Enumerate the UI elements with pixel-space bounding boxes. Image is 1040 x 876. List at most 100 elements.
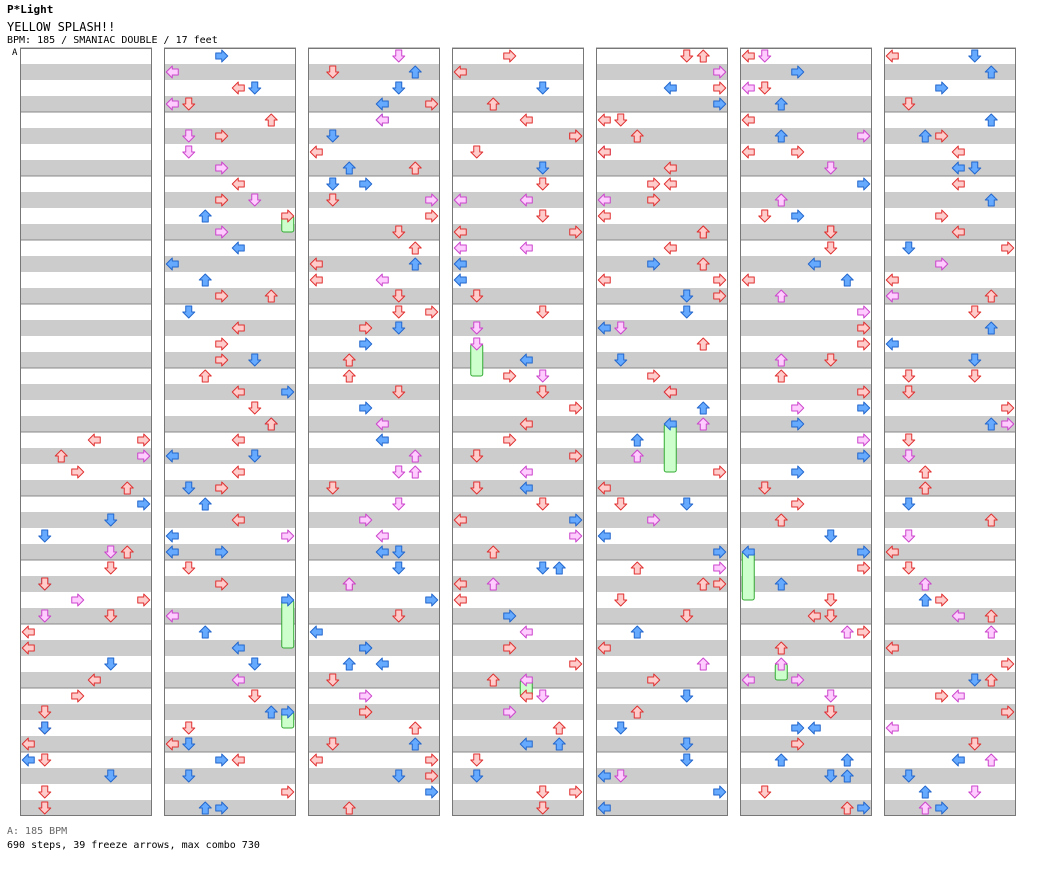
step-arrow-right (137, 433, 151, 447)
step-arrow-up (984, 417, 998, 431)
step-arrow-right (215, 161, 229, 175)
step-arrow-up (264, 289, 278, 303)
beat-stripe (884, 336, 1016, 352)
beat-stripe (164, 464, 296, 480)
step-arrow-up (774, 129, 788, 143)
beat-stripe (452, 800, 584, 816)
step-arrow-up (408, 241, 422, 255)
beat-stripe (164, 176, 296, 192)
beat-stripe (452, 384, 584, 400)
column-border (20, 48, 152, 816)
beat-stripe (596, 672, 728, 688)
step-arrow-down (824, 689, 838, 703)
step-arrow-down (536, 369, 550, 383)
beat-stripe (452, 336, 584, 352)
step-arrow-right (857, 449, 871, 463)
step-arrow-up (696, 49, 710, 63)
beat-stripe (164, 64, 296, 80)
step-arrow-left (807, 257, 821, 271)
step-arrow-down (38, 753, 52, 767)
step-arrow-left (885, 545, 899, 559)
step-arrow-right (359, 401, 373, 415)
step-arrow-right (935, 801, 949, 815)
step-arrow-left (519, 113, 533, 127)
step-arrow-down (104, 545, 118, 559)
step-arrow-left (597, 273, 611, 287)
beat-stripe (596, 320, 728, 336)
step-arrow-down (968, 369, 982, 383)
step-arrow-down (968, 737, 982, 751)
beat-stripe (20, 352, 152, 368)
step-arrow-down (536, 177, 550, 191)
step-arrow-right (569, 785, 583, 799)
step-arrow-right (647, 257, 661, 271)
step-arrow-left (663, 161, 677, 175)
beat-stripe (452, 752, 584, 768)
beat-stripe (884, 608, 1016, 624)
step-arrow-up (630, 561, 644, 575)
beat-stripe (308, 720, 440, 736)
step-arrow-down (614, 593, 628, 607)
beat-stripe (452, 64, 584, 80)
step-arrow-right (713, 65, 727, 79)
beat-stripe (452, 704, 584, 720)
beat-stripe (596, 640, 728, 656)
chart-column-1 (20, 47, 152, 816)
beat-stripe (596, 160, 728, 176)
step-arrow-up (630, 625, 644, 639)
step-arrow-down (182, 721, 196, 735)
beat-stripe (884, 192, 1016, 208)
step-arrow-right (569, 449, 583, 463)
beat-stripe (884, 64, 1016, 80)
beat-stripe (164, 384, 296, 400)
beat-stripe (596, 272, 728, 288)
step-arrow-down (758, 209, 772, 223)
step-arrow-left (597, 641, 611, 655)
step-arrow-up (408, 161, 422, 175)
step-arrow-right (503, 49, 517, 63)
beat-stripe (20, 416, 152, 432)
step-arrow-up (342, 369, 356, 383)
step-arrow-up (774, 289, 788, 303)
step-arrow-up (408, 449, 422, 463)
beat-stripe (308, 272, 440, 288)
beat-stripe (20, 544, 152, 560)
step-arrow-right (1001, 417, 1015, 431)
step-arrow-left (741, 673, 755, 687)
step-arrow-down (392, 225, 406, 239)
step-arrow-left (231, 753, 245, 767)
step-arrow-right (215, 49, 229, 63)
beat-stripe (740, 448, 872, 464)
beat-stripe (596, 144, 728, 160)
beat-stripe (884, 112, 1016, 128)
beat-stripe (308, 432, 440, 448)
step-arrow-up (630, 433, 644, 447)
step-arrow-down (902, 241, 916, 255)
beat-stripe (164, 480, 296, 496)
step-arrow-left (885, 273, 899, 287)
step-arrow-right (281, 705, 295, 719)
step-arrow-left (663, 385, 677, 399)
beat-stripe (308, 224, 440, 240)
step-arrow-right (569, 529, 583, 543)
step-arrow-right (791, 737, 805, 751)
step-arrow-right (857, 305, 871, 319)
beat-stripe (308, 576, 440, 592)
beat-stripe (884, 144, 1016, 160)
beat-stripe (452, 176, 584, 192)
beat-stripe (20, 400, 152, 416)
step-arrow-down (104, 609, 118, 623)
beat-stripe (452, 80, 584, 96)
beat-stripe (884, 432, 1016, 448)
step-arrow-down (104, 513, 118, 527)
step-arrow-up (984, 65, 998, 79)
step-arrow-right (569, 225, 583, 239)
beat-stripe (596, 608, 728, 624)
step-arrow-left (375, 113, 389, 127)
step-arrow-left (231, 673, 245, 687)
step-arrow-left (87, 433, 101, 447)
step-arrow-right (857, 801, 871, 815)
step-arrow-up (774, 353, 788, 367)
step-arrow-left (951, 609, 965, 623)
step-arrow-left (453, 225, 467, 239)
